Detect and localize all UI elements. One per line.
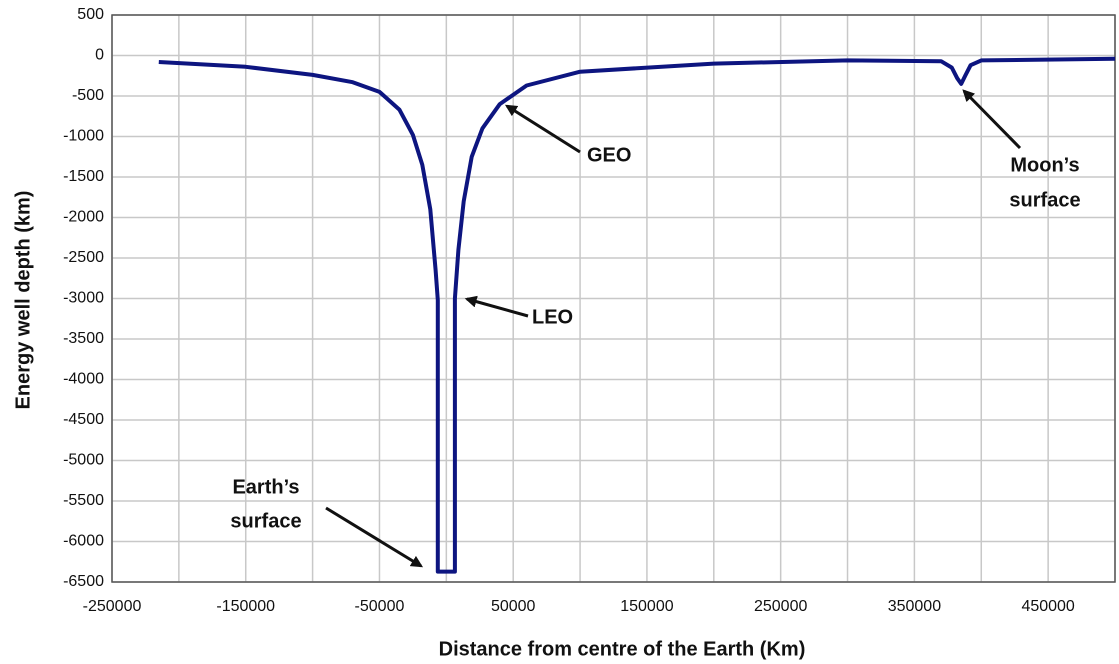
y-tick-label: -5500 — [63, 492, 104, 509]
annotation: surface — [1009, 189, 1080, 211]
annotation: Moon’s — [1010, 154, 1079, 176]
x-tick-label: 350000 — [888, 598, 941, 615]
x-axis-label: Distance from centre of the Earth (Km) — [439, 638, 806, 660]
arrow — [464, 295, 529, 318]
x-tick-label: 50000 — [491, 598, 536, 615]
y-tick-label: -6500 — [63, 573, 104, 590]
y-axis-label: Energy well depth (km) — [12, 191, 34, 410]
y-tick-label: -4500 — [63, 411, 104, 428]
x-tick-label: -150000 — [216, 598, 275, 615]
y-tick-label: -500 — [72, 87, 104, 104]
y-tick-label: -2500 — [63, 249, 104, 266]
arrow — [962, 89, 1022, 150]
y-tick-label: -3000 — [63, 290, 104, 307]
y-tick-label: -3500 — [63, 330, 104, 347]
x-tick-label: 450000 — [1021, 598, 1074, 615]
plot-frame — [111, 14, 1116, 583]
line-series — [158, 56, 1116, 574]
y-tick-label: -2000 — [63, 209, 104, 226]
y-tick-label: -6000 — [63, 533, 104, 550]
x-tick-label: -50000 — [355, 598, 405, 615]
annotation: Earth’s — [232, 476, 299, 498]
y-tick-label: 0 — [95, 47, 104, 64]
y-tick-label: -4000 — [63, 371, 104, 388]
arrow — [504, 104, 581, 154]
x-tick-label: -250000 — [83, 598, 142, 615]
annotation: GEO — [587, 144, 631, 166]
x-tick-label: 250000 — [754, 598, 807, 615]
annotation: LEO — [532, 306, 573, 328]
annotation: surface — [230, 510, 301, 532]
y-tick-label: -1500 — [63, 168, 104, 185]
x-tick-label: 150000 — [620, 598, 673, 615]
arrow — [325, 506, 424, 568]
y-tick-label: -5000 — [63, 452, 104, 469]
y-tick-label: -1000 — [63, 128, 104, 145]
y-tick-label: 500 — [77, 6, 104, 23]
